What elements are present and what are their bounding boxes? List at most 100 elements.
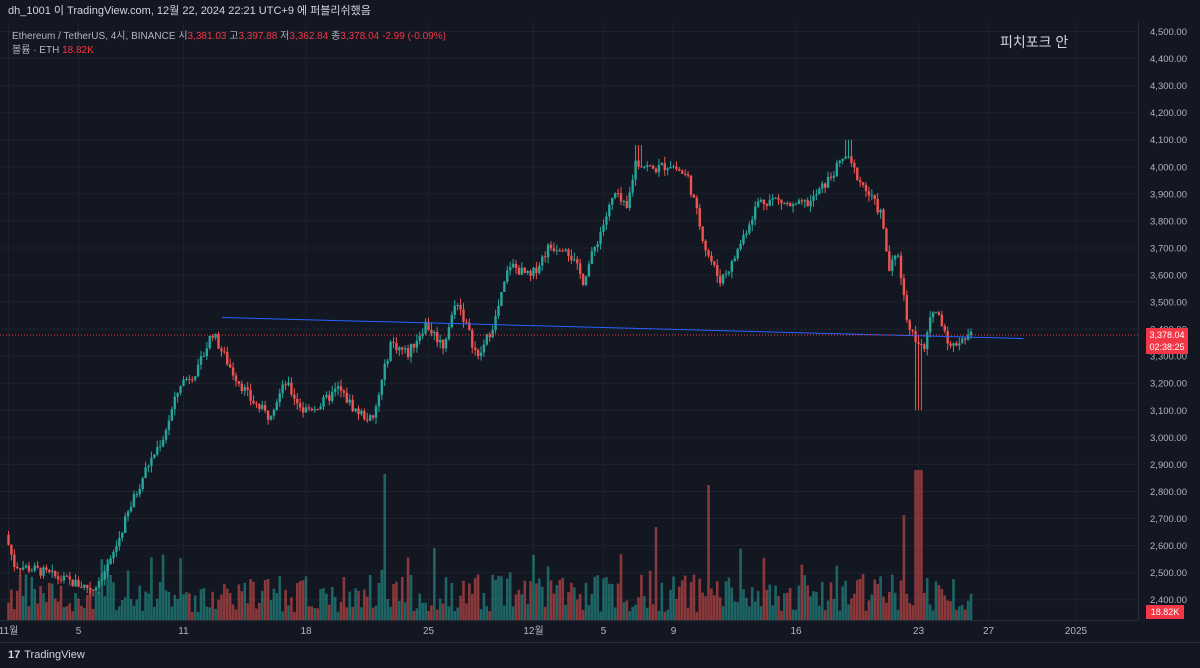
tradingview-brand: TradingView — [24, 649, 85, 661]
candle-body — [858, 180, 862, 183]
candle-body — [818, 188, 821, 195]
volume-bar — [252, 581, 255, 620]
candle-body — [686, 173, 690, 176]
candle-body — [963, 338, 967, 340]
tradingview-logo[interactable]: 17 TradingView — [8, 643, 85, 667]
volume-bar — [500, 576, 503, 620]
volume-bar — [118, 606, 121, 620]
candle-body — [141, 478, 144, 490]
candle-body — [287, 382, 290, 386]
candle-body — [850, 156, 853, 163]
candle-body — [24, 565, 28, 568]
candle-body — [167, 420, 171, 431]
candle-body — [68, 576, 71, 580]
candle-body — [144, 467, 147, 479]
candle-body — [523, 267, 526, 273]
volume-bar — [966, 600, 970, 620]
volume-bar — [742, 589, 745, 620]
volume-bar — [750, 587, 754, 620]
volume-bar — [532, 554, 535, 620]
candle-body — [882, 209, 885, 229]
volume-bar — [138, 585, 142, 620]
volume-bar — [275, 593, 279, 620]
volume-bar — [50, 583, 54, 620]
candle-body — [751, 219, 754, 225]
volume-bar — [850, 598, 853, 620]
candle-body — [217, 333, 220, 349]
candle-body — [86, 584, 89, 589]
candle-body — [928, 317, 932, 333]
candle-body — [794, 203, 798, 205]
price-chart[interactable]: 2,400.00 2,500.00 2,600.00 2,700.00 2,800.00… — [0, 22, 1200, 642]
last-price-value: 3,378.04 — [1149, 330, 1185, 341]
volume-bar — [771, 605, 774, 620]
candle-body — [616, 193, 620, 195]
candle-body — [272, 410, 276, 416]
candle-body — [602, 224, 605, 232]
volume-bar — [654, 527, 658, 620]
candle-body — [377, 394, 381, 407]
candle-body — [465, 321, 468, 323]
snapshot-caption: dh_1001 이 TradingView.com, 12월 22, 2024 … — [0, 0, 1200, 22]
volume-bar — [246, 603, 249, 620]
candle-body — [867, 191, 871, 196]
candle-body — [663, 163, 666, 171]
candle-body — [240, 383, 244, 392]
candle-body — [473, 347, 477, 350]
volume-bar — [444, 577, 448, 620]
price-tick-label: 4,300.00 — [1150, 81, 1187, 92]
volume-bar — [374, 605, 378, 620]
volume-bar — [144, 591, 147, 620]
volume-bar — [823, 610, 827, 620]
candle-body — [129, 507, 133, 512]
time-tick-label: 2025 — [1065, 626, 1088, 637]
candle-body — [453, 305, 456, 315]
candle-body — [71, 579, 74, 587]
candle-body — [599, 231, 602, 245]
volume-bar — [829, 582, 833, 620]
volume-bar — [161, 554, 165, 620]
candle-body — [759, 199, 763, 202]
candle-body — [654, 168, 658, 173]
candle-body — [596, 244, 599, 248]
volume-bar — [888, 591, 891, 620]
candle-body — [593, 247, 596, 252]
candle-body — [83, 584, 86, 588]
candle-body — [77, 579, 80, 587]
candle-body — [205, 348, 209, 356]
volume-bar — [135, 599, 139, 620]
candle-body — [961, 338, 964, 344]
candle-body — [657, 165, 661, 173]
candle-body — [873, 195, 876, 199]
candle-body — [488, 334, 491, 338]
volume-bar — [651, 604, 655, 620]
candle-body — [934, 312, 938, 314]
volume-bar — [686, 607, 690, 620]
volume-bar — [882, 596, 885, 620]
chart-svg[interactable]: 2,400.00 2,500.00 2,600.00 2,700.00 2,800.00… — [0, 22, 1200, 642]
candle-body — [13, 554, 16, 567]
trendline — [221, 316, 1024, 340]
volume-bar — [360, 607, 363, 620]
volume-bar — [960, 604, 964, 620]
candle-body — [783, 202, 786, 204]
volume-bar — [780, 610, 783, 620]
volume-bar — [325, 593, 328, 620]
volume-bar — [911, 605, 914, 620]
candle-body — [462, 309, 465, 322]
volume-bar — [278, 575, 282, 620]
footer: 17 TradingView — [0, 642, 1200, 668]
volume-bar — [281, 611, 284, 620]
volume-bar — [15, 590, 19, 620]
volume-bar — [240, 591, 244, 620]
time-tick-label: 23 — [913, 626, 925, 637]
low-label: 저 — [280, 31, 290, 42]
candle-body — [106, 564, 109, 572]
volume-bar — [193, 595, 197, 620]
low-value: 3,362.84 — [289, 31, 329, 42]
volume-bar — [917, 470, 920, 620]
volume-bar — [132, 605, 136, 620]
candle-body — [800, 200, 804, 202]
volume-bar — [33, 589, 37, 620]
candle-body — [619, 193, 623, 202]
